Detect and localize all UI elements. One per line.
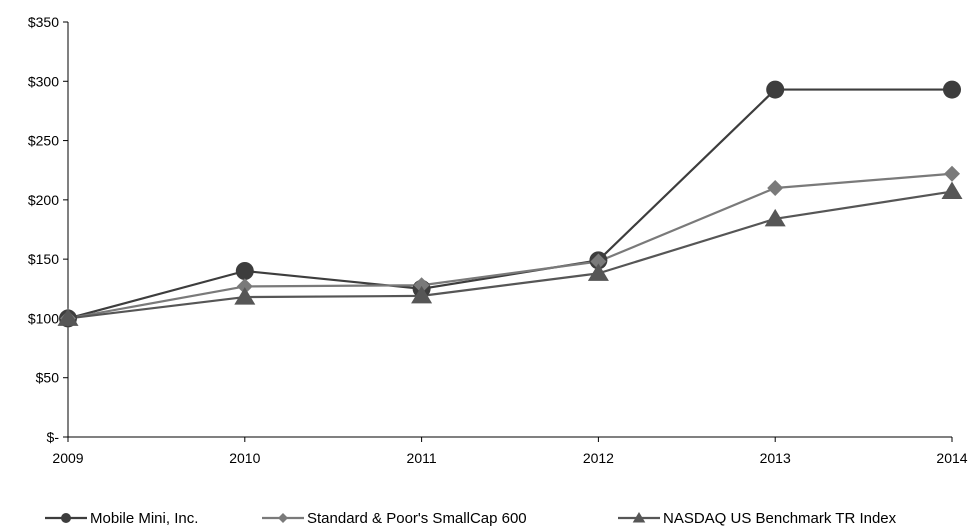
- legend-item: NASDAQ US Benchmark TR Index: [618, 510, 897, 527]
- y-tick-label: $350: [28, 14, 59, 30]
- series-line-0: [67, 88, 952, 320]
- data-point-triangle-marker: [587, 263, 609, 281]
- legend-item: Mobile Mini, Inc.: [45, 510, 198, 527]
- y-tick-label: $50: [36, 370, 60, 386]
- data-point-diamond-marker: [413, 277, 430, 294]
- y-tick-label: $250: [28, 133, 59, 149]
- x-tick-label: 2012: [583, 450, 614, 466]
- data-point-diamond-marker: [590, 253, 607, 270]
- data-point-triangle-marker: [411, 285, 433, 304]
- x-tick-label: 2009: [52, 450, 83, 466]
- y-tick-label: $200: [28, 192, 59, 208]
- y-tick-label: $100: [28, 310, 59, 326]
- y-tick-label: $-: [47, 429, 60, 445]
- legend-diamond-marker: [278, 513, 288, 523]
- series-line-2: [67, 190, 953, 320]
- x-tick-label: 2011: [407, 450, 437, 466]
- legend-label: Mobile Mini, Inc.: [90, 510, 198, 527]
- x-tick-label: 2014: [936, 450, 967, 466]
- y-tick-label: $300: [28, 73, 59, 89]
- data-point-triangle-marker: [57, 308, 79, 326]
- y-tick-label: $150: [28, 251, 59, 267]
- legend-triangle-marker: [632, 512, 646, 523]
- legend-circle-marker: [61, 513, 71, 523]
- data-point-diamond-marker: [767, 180, 784, 196]
- data-point-triangle-marker: [234, 287, 256, 305]
- data-point-diamond-marker: [944, 165, 960, 182]
- data-point-circle-marker: [766, 80, 785, 99]
- data-point-triangle-marker: [941, 181, 963, 200]
- series-line-1: [67, 172, 953, 320]
- chart-axes: $- $50 $100 $150 $200 $250 $300 $350 2009 2010 201…: [28, 14, 968, 466]
- legend-label: NASDAQ US Benchmark TR Index: [663, 510, 897, 527]
- legend: Mobile Mini, Inc. Standard & Poor's Small…: [45, 510, 897, 527]
- x-tick-label: 2010: [229, 450, 260, 466]
- data-point-circle-marker: [943, 80, 961, 99]
- data-point-circle-marker: [235, 262, 254, 280]
- legend-label: Standard & Poor's SmallCap 600: [307, 510, 527, 527]
- data-point-diamond-marker: [236, 278, 253, 295]
- data-point-triangle-marker: [764, 208, 786, 227]
- x-tick-label: 2013: [760, 450, 791, 466]
- legend-item: Standard & Poor's SmallCap 600: [262, 510, 527, 527]
- series-lines: [67, 88, 953, 320]
- series-markers: [57, 80, 963, 328]
